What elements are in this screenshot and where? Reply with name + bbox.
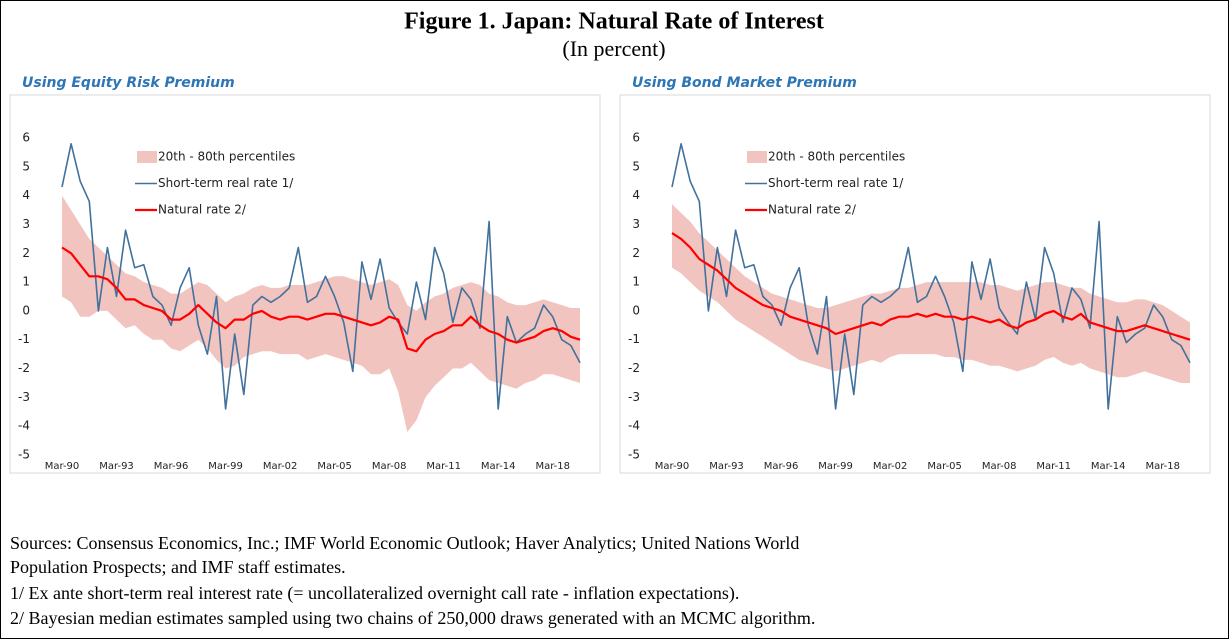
note: Population Prospects; and IMF staff esti… <box>10 557 346 577</box>
line <box>671 143 1191 410</box>
legend-label: Natural rate 2/ <box>768 203 857 217</box>
legend-label: Natural rate 2/ <box>158 203 247 217</box>
x-tick-label: Mar-18 <box>1145 461 1180 472</box>
x-tick-label: Mar-90 <box>45 461 80 472</box>
y-tick-label: -2 <box>628 361 640 375</box>
chart-title: Using Bond Market Premium <box>632 75 857 91</box>
y-tick-label: 1 <box>632 275 640 289</box>
legend-label: Short-term real rate 1/ <box>158 176 294 190</box>
x-tick-label: Mar-18 <box>535 461 570 472</box>
x-tick-label: Mar-96 <box>764 461 799 472</box>
y-tick-label: 5 <box>632 159 640 173</box>
legend-label: 20th - 80th percentiles <box>158 150 295 164</box>
legend-label: 20th - 80th percentiles <box>768 150 905 164</box>
y-tick-label: 0 <box>632 303 640 317</box>
line <box>671 232 1191 341</box>
x-tick-label: Mar-14 <box>1091 461 1126 472</box>
y-tick-label: 3 <box>22 217 30 231</box>
legend-swatch <box>137 151 157 163</box>
y-tick-label: -1 <box>18 332 30 346</box>
chart-frame <box>619 94 1211 474</box>
figure-title: Figure 1. Japan: Natural Rate of Interes… <box>404 9 824 35</box>
y-tick-label: 2 <box>22 246 30 260</box>
x-tick-label: Mar-99 <box>818 461 853 472</box>
chart-frame <box>9 94 601 474</box>
x-tick-label: Mar-93 <box>99 461 134 472</box>
x-tick-label: Mar-05 <box>317 461 352 472</box>
y-tick-label: 6 <box>22 131 30 145</box>
line <box>61 246 581 353</box>
x-tick-label: Mar-90 <box>655 461 690 472</box>
y-tick-label: -1 <box>628 332 640 346</box>
y-tick-label: -3 <box>628 390 640 404</box>
x-tick-label: Mar-08 <box>372 461 407 472</box>
x-tick-label: Mar-11 <box>1036 461 1071 472</box>
y-tick-label: 4 <box>632 188 640 202</box>
x-tick-label: Mar-02 <box>873 461 908 472</box>
y-tick-label: 1 <box>22 275 30 289</box>
y-tick-label: -3 <box>18 390 30 404</box>
y-tick-label: 5 <box>22 159 30 173</box>
x-tick-label: Mar-08 <box>982 461 1017 472</box>
x-tick-label: Mar-96 <box>154 461 189 472</box>
figure-subtitle: (In percent) <box>562 36 665 61</box>
y-tick-label: 2 <box>632 246 640 260</box>
y-tick-label: -2 <box>18 361 30 375</box>
y-tick-label: -5 <box>628 448 640 462</box>
note: Sources: Consensus Economics, Inc.; IMF … <box>10 533 799 553</box>
y-tick-label: 6 <box>632 131 640 145</box>
x-tick-label: Mar-93 <box>709 461 744 472</box>
y-tick-label: -4 <box>18 419 30 433</box>
y-tick-label: -4 <box>628 419 640 433</box>
note: 1/ Ex ante short-term real interest rate… <box>10 583 739 604</box>
legend-swatch <box>747 151 767 163</box>
x-tick-label: Mar-11 <box>426 461 461 472</box>
y-tick-label: 4 <box>22 188 30 202</box>
x-tick-label: Mar-05 <box>927 461 962 472</box>
y-tick-label: 0 <box>22 303 30 317</box>
legend-label: Short-term real rate 1/ <box>768 176 904 190</box>
y-tick-label: -5 <box>18 448 30 462</box>
y-tick-label: 3 <box>632 217 640 231</box>
band <box>62 195 580 432</box>
x-tick-label: Mar-99 <box>208 461 243 472</box>
x-tick-label: Mar-02 <box>263 461 298 472</box>
x-tick-label: Mar-14 <box>481 461 516 472</box>
line <box>61 143 581 410</box>
chart-title: Using Equity Risk Premium <box>22 75 235 91</box>
band <box>672 204 1190 383</box>
note: 2/ Bayesian median estimates sampled usi… <box>10 608 815 628</box>
